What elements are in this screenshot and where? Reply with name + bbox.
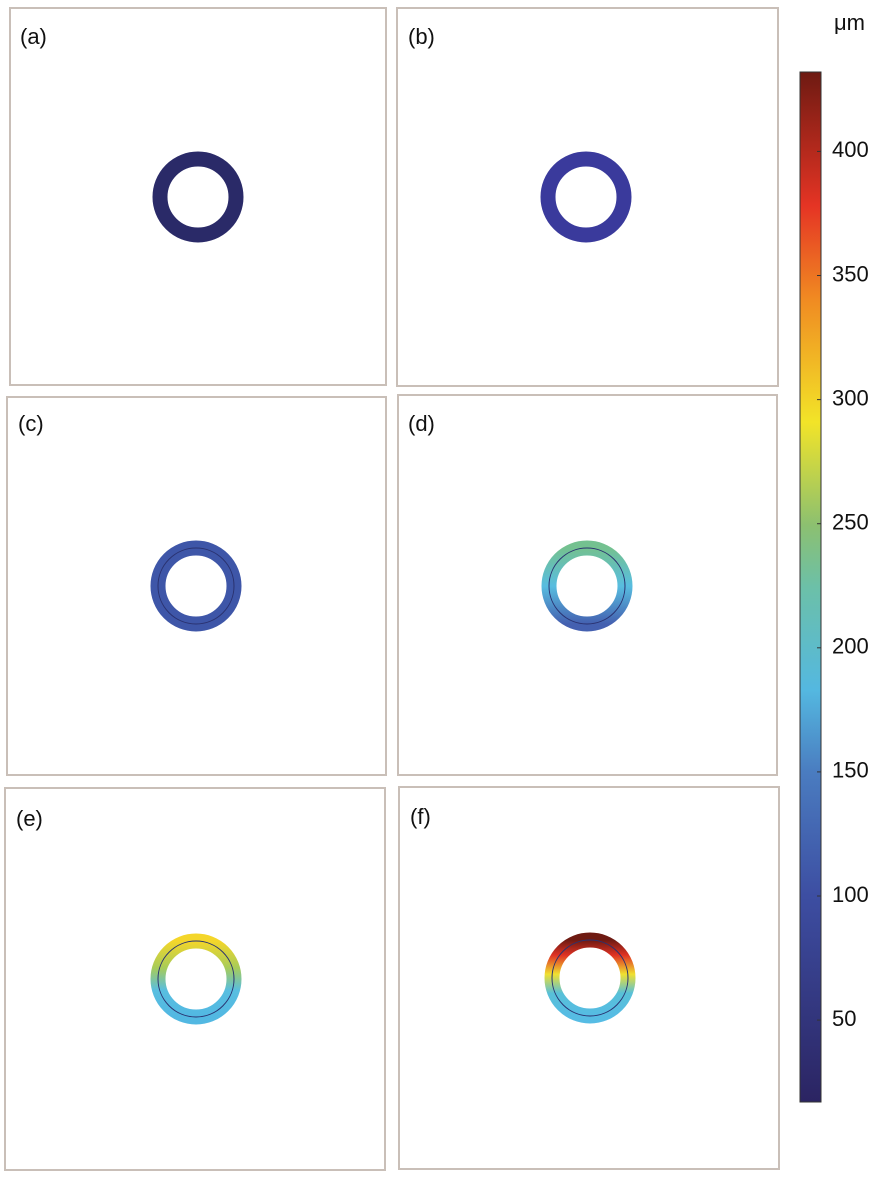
tick-label: 400 <box>832 137 869 162</box>
panel-frame <box>4 787 386 1171</box>
tick-label: 350 <box>832 261 869 286</box>
panel-e: (e) <box>4 787 386 1171</box>
panel-label: (d) <box>408 411 435 436</box>
ring-line <box>548 547 626 625</box>
ring-line <box>157 940 235 1018</box>
panel-f: (f) <box>398 786 780 1170</box>
panel-d: (d) <box>397 394 778 776</box>
colorbar-unit: μm <box>834 10 865 35</box>
ring-line <box>551 939 629 1017</box>
panel-a: (a) <box>9 7 387 386</box>
panel-frame <box>6 396 387 776</box>
panel-c: (c) <box>6 396 387 776</box>
panel-frame <box>397 394 778 776</box>
tick-label: 200 <box>832 634 869 659</box>
panel-label: (e) <box>16 806 43 831</box>
panel-frame <box>396 7 779 387</box>
ring-line <box>157 547 235 625</box>
panel-frame <box>398 786 780 1170</box>
panel-frame <box>9 7 387 386</box>
panel-label: (b) <box>408 24 435 49</box>
tick-label: 150 <box>832 758 869 783</box>
colorbar <box>799 71 822 1103</box>
panel-label: (c) <box>18 411 44 436</box>
tick-label: 50 <box>832 1006 856 1031</box>
panel-label: (f) <box>410 804 431 829</box>
panel-label: (a) <box>20 24 47 49</box>
ring <box>540 151 632 243</box>
panel-b: (b) <box>396 7 779 387</box>
tick-label: 250 <box>832 510 869 535</box>
tick-label: 300 <box>832 385 869 410</box>
tick-label: 100 <box>832 882 869 907</box>
ring <box>152 151 244 243</box>
